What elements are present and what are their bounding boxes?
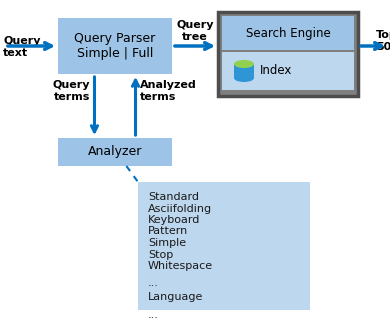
Bar [218, 12, 358, 96]
Text: ...: ... [148, 279, 159, 288]
Text: Pattern: Pattern [148, 226, 188, 237]
Text: Whitespace: Whitespace [148, 261, 213, 271]
Text: Language: Language [148, 292, 203, 302]
Text: ...: ... [148, 309, 159, 318]
Text: Top
50: Top 50 [376, 30, 390, 52]
Ellipse shape [234, 74, 254, 82]
Text: Simple: Simple [148, 238, 186, 248]
Bar [234, 64, 254, 78]
Text: Query
terms: Query terms [53, 80, 90, 101]
Text: Search Engine: Search Engine [246, 26, 330, 39]
Text: Index: Index [260, 65, 292, 78]
Text: Keyboard: Keyboard [148, 215, 200, 225]
Text: Query
text: Query text [3, 36, 41, 58]
Text: Stop: Stop [148, 250, 173, 259]
Text: Query
tree: Query tree [176, 20, 214, 42]
Text: Asciifolding: Asciifolding [148, 204, 212, 213]
Bar [58, 138, 172, 166]
Text: Analyzer: Analyzer [88, 146, 142, 158]
Text: Analyzed
terms: Analyzed terms [140, 80, 196, 101]
Bar [222, 52, 354, 90]
Text: Query Parser
Simple | Full: Query Parser Simple | Full [74, 32, 156, 60]
Ellipse shape [234, 60, 254, 68]
Bar [138, 182, 310, 310]
Bar [222, 16, 354, 50]
Text: Standard: Standard [148, 192, 199, 202]
Bar [58, 18, 172, 74]
